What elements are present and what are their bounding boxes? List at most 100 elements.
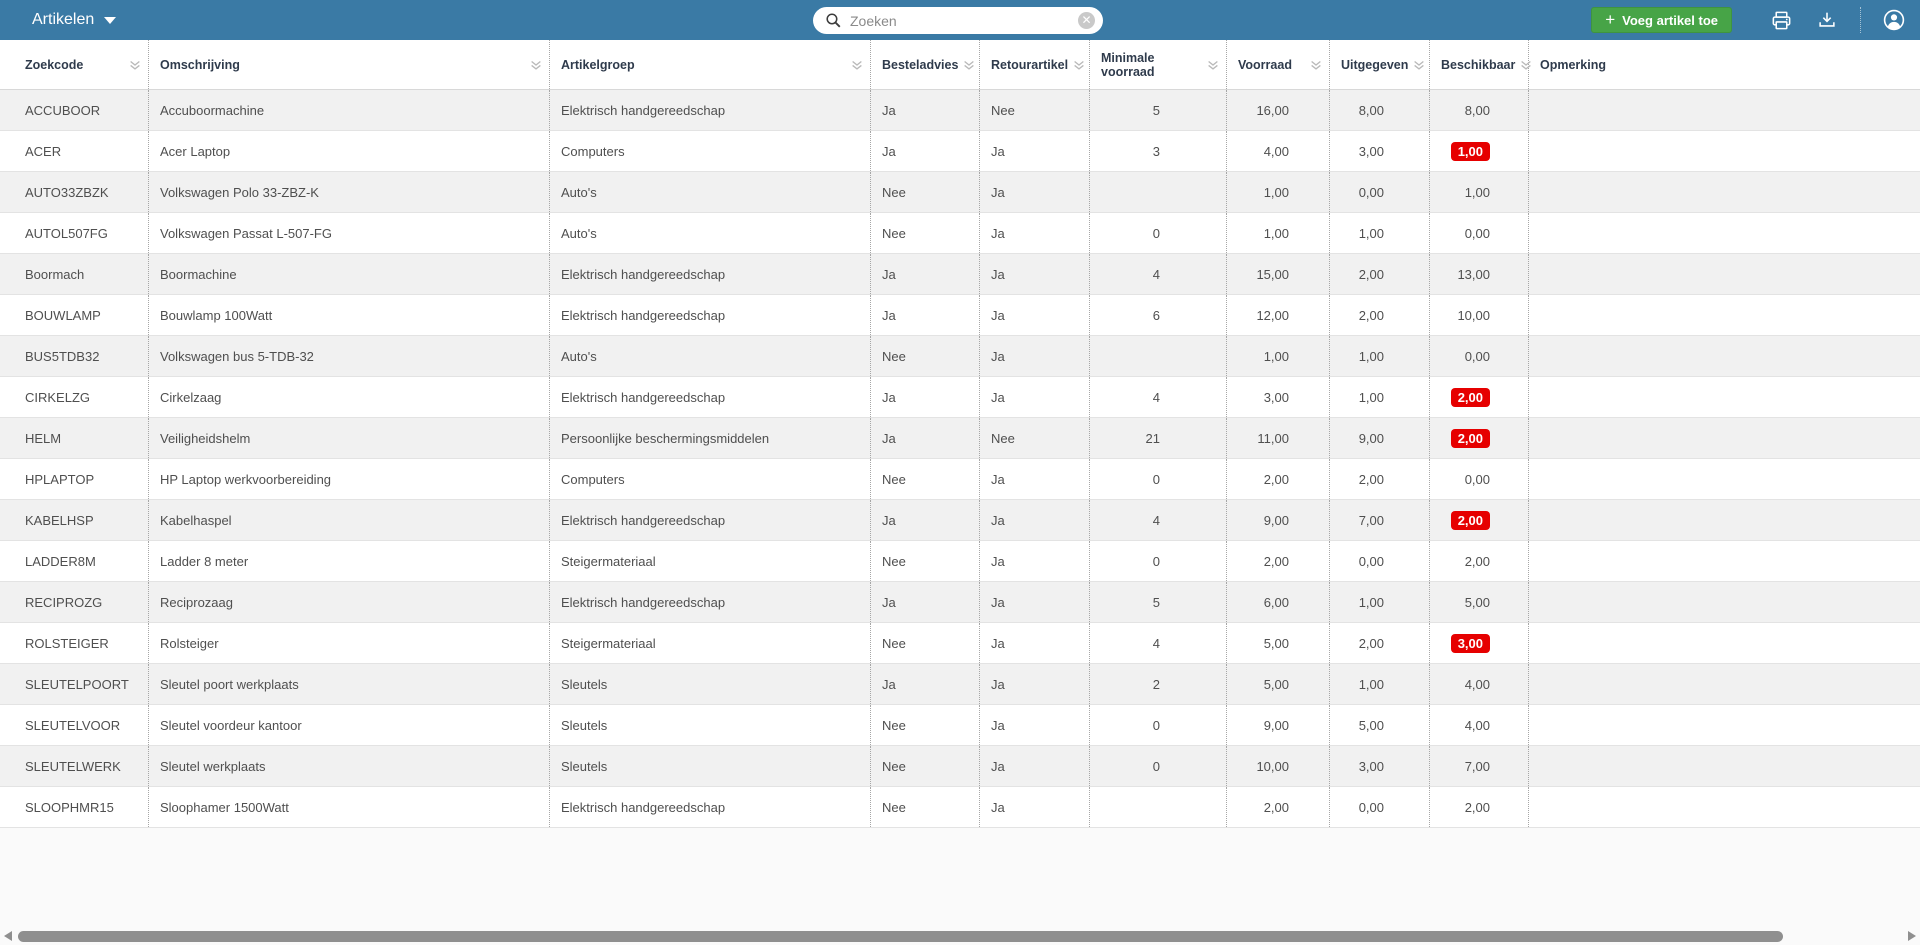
cell-omschrijving: Bouwlamp 100Watt <box>149 295 550 335</box>
table-row[interactable]: SLEUTELWERK Sleutel werkplaats Sleutels Nee… <box>0 746 1920 787</box>
cell-beschikbaar: 13,00 <box>1430 254 1529 294</box>
table-row[interactable]: AUTOL507FG Volkswagen Passat L-507-FG Auto… <box>0 213 1920 254</box>
column-header-label: Zoekcode <box>25 57 84 72</box>
cell-opmerking <box>1529 254 1920 294</box>
search-box[interactable]: ✕ <box>813 7 1103 34</box>
column-header-zoekcode[interactable]: Zoekcode <box>0 40 149 89</box>
double-chevron-down-icon[interactable] <box>128 58 142 72</box>
cell-voorraad: 15,00 <box>1227 254 1330 294</box>
column-header-label: Retourartikel <box>991 57 1069 72</box>
cell-omschrijving: HP Laptop werkvoorbereiding <box>149 459 550 499</box>
scroll-left-arrow-icon[interactable] <box>4 931 12 941</box>
table-row[interactable]: ACER Acer Laptop Computers Ja Ja 3 4,00 3,00 1,0… <box>0 131 1920 172</box>
table-row[interactable]: BUS5TDB32 Volkswagen bus 5-TDB-32 Auto's Ne… <box>0 336 1920 377</box>
double-chevron-down-icon[interactable] <box>850 58 864 72</box>
table-row[interactable]: LADDER8M Ladder 8 meter Steigermateriaal Ne… <box>0 541 1920 582</box>
topbar-divider <box>1860 7 1861 33</box>
cell-beschikbaar: 4,00 <box>1430 664 1529 704</box>
table-row[interactable]: HPLAPTOP HP Laptop werkvoorbereiding Compu… <box>0 459 1920 500</box>
double-chevron-down-icon[interactable] <box>1206 58 1220 72</box>
column-header-uitgegeven[interactable]: Uitgegeven <box>1330 40 1430 89</box>
cell-voorraad: 16,00 <box>1227 90 1330 130</box>
cell-beschikbaar: 5,00 <box>1430 582 1529 622</box>
column-header-omschrijving[interactable]: Omschrijving <box>149 40 550 89</box>
column-header-minimale_voorraad[interactable]: Minimale voorraad <box>1090 40 1227 89</box>
cell-zoekcode: SLEUTELPOORT <box>0 664 149 704</box>
cell-retourartikel: Ja <box>980 582 1090 622</box>
cell-besteladvies: Ja <box>871 90 980 130</box>
cell-voorraad: 12,00 <box>1227 295 1330 335</box>
module-dropdown[interactable]: Artikelen <box>32 11 117 29</box>
low-stock-badge: 3,00 <box>1450 633 1490 653</box>
cell-voorraad: 1,00 <box>1227 213 1330 253</box>
cell-retourartikel: Ja <box>980 336 1090 376</box>
double-chevron-down-icon[interactable] <box>529 58 543 72</box>
scrollbar-thumb[interactable] <box>18 931 1783 942</box>
cell-beschikbaar: 1,00 <box>1430 131 1529 171</box>
column-header-retourartikel[interactable]: Retourartikel <box>980 40 1090 89</box>
double-chevron-down-icon[interactable] <box>1519 58 1533 72</box>
cell-artikelgroep: Computers <box>550 131 871 171</box>
cell-zoekcode: HPLAPTOP <box>0 459 149 499</box>
double-chevron-down-icon[interactable] <box>962 58 976 72</box>
cell-minimale_voorraad: 5 <box>1090 90 1227 130</box>
cell-beschikbaar: 10,00 <box>1430 295 1529 335</box>
table-row[interactable]: AUTO33ZBZK Volkswagen Polo 33-ZBZ-K Auto's… <box>0 172 1920 213</box>
table-row[interactable]: SLEUTELPOORT Sleutel poort werkplaats Sleu… <box>0 664 1920 705</box>
add-article-button[interactable]: + Voeg artikel toe <box>1591 7 1732 33</box>
cell-minimale_voorraad: 0 <box>1090 746 1227 786</box>
cell-besteladvies: Nee <box>871 623 980 663</box>
table-row[interactable]: Boormach Boormachine Elektrisch handgereed… <box>0 254 1920 295</box>
cell-artikelgroep: Auto's <box>550 172 871 212</box>
cell-minimale_voorraad: 3 <box>1090 131 1227 171</box>
table-row[interactable]: BOUWLAMP Bouwlamp 100Watt Elektrisch handg… <box>0 295 1920 336</box>
cell-retourartikel: Ja <box>980 377 1090 417</box>
cell-uitgegeven: 8,00 <box>1330 90 1430 130</box>
low-stock-badge: 2,00 <box>1450 510 1490 530</box>
table-row[interactable]: KABELHSP Kabelhaspel Elektrisch handgereed… <box>0 500 1920 541</box>
scroll-right-arrow-icon[interactable] <box>1908 931 1916 941</box>
table-row[interactable]: RECIPROZG Reciprozaag Elektrisch handgeree… <box>0 582 1920 623</box>
cell-minimale_voorraad <box>1090 172 1227 212</box>
low-stock-badge: 2,00 <box>1450 387 1490 407</box>
table-row[interactable]: SLOOPHMR15 Sloophamer 1500Watt Elektrisch … <box>0 787 1920 828</box>
articles-table: Zoekcode Omschrijving Artikelgroep Bestelad… <box>0 40 1920 828</box>
double-chevron-down-icon[interactable] <box>1072 58 1086 72</box>
cell-artikelgroep: Auto's <box>550 336 871 376</box>
cell-uitgegeven: 1,00 <box>1330 664 1430 704</box>
cell-uitgegeven: 0,00 <box>1330 787 1430 827</box>
column-header-opmerking[interactable]: Opmerking <box>1529 40 1920 89</box>
account-button[interactable] <box>1882 8 1906 32</box>
cell-besteladvies: Nee <box>871 746 980 786</box>
cell-opmerking <box>1529 418 1920 458</box>
column-header-artikelgroep[interactable]: Artikelgroep <box>550 40 871 89</box>
download-button[interactable] <box>1815 8 1839 32</box>
print-button[interactable] <box>1769 8 1793 32</box>
column-header-voorraad[interactable]: Voorraad <box>1227 40 1330 89</box>
cell-minimale_voorraad: 4 <box>1090 254 1227 294</box>
cell-voorraad: 4,00 <box>1227 131 1330 171</box>
table-row[interactable]: HELM Veiligheidshelm Persoonlijke bescherm… <box>0 418 1920 459</box>
cell-opmerking <box>1529 377 1920 417</box>
cell-retourartikel: Ja <box>980 541 1090 581</box>
module-dropdown-label: Artikelen <box>32 11 95 28</box>
cell-opmerking <box>1529 336 1920 376</box>
circle-x-icon[interactable]: ✕ <box>1078 12 1095 29</box>
table-row[interactable]: SLEUTELVOOR Sleutel voordeur kantoor Sleut… <box>0 705 1920 746</box>
cell-zoekcode: ACCUBOOR <box>0 90 149 130</box>
topbar: Artikelen ✕ + Voeg artikel toe <box>0 0 1920 40</box>
table-row[interactable]: ACCUBOOR Accuboormachine Elektrisch handge… <box>0 90 1920 131</box>
cell-omschrijving: Sloophamer 1500Watt <box>149 787 550 827</box>
table-body: ACCUBOOR Accuboormachine Elektrisch handge… <box>0 90 1920 828</box>
table-row[interactable]: ROLSTEIGER Rolsteiger Steigermateriaal Nee J… <box>0 623 1920 664</box>
double-chevron-down-icon[interactable] <box>1412 58 1426 72</box>
table-row[interactable]: CIRKELZG Cirkelzaag Elektrisch handgereeds… <box>0 377 1920 418</box>
double-chevron-down-icon[interactable] <box>1309 58 1323 72</box>
cell-uitgegeven: 2,00 <box>1330 459 1430 499</box>
cell-uitgegeven: 3,00 <box>1330 746 1430 786</box>
column-header-beschikbaar[interactable]: Beschikbaar <box>1430 40 1532 89</box>
cell-beschikbaar: 2,00 <box>1430 541 1529 581</box>
cell-besteladvies: Ja <box>871 664 980 704</box>
column-header-besteladvies[interactable]: Besteladvies <box>871 40 980 89</box>
search-input[interactable] <box>850 12 1078 29</box>
